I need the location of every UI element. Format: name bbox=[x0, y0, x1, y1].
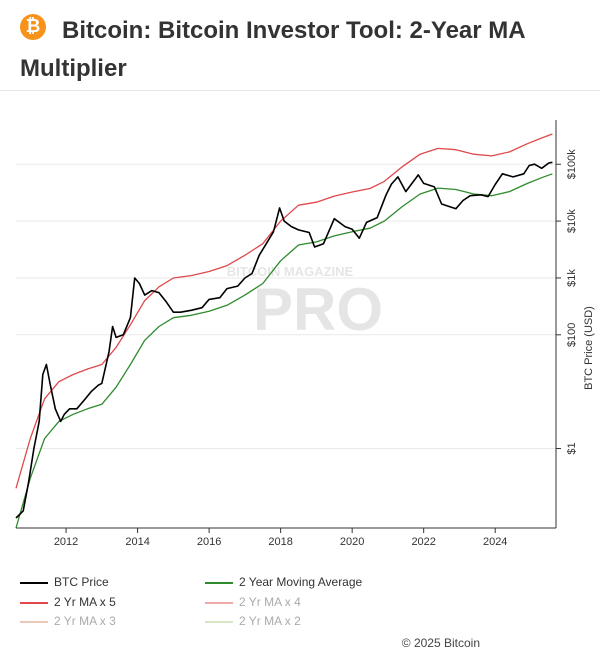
grid-lines bbox=[16, 163, 556, 450]
series-lines bbox=[15, 133, 553, 529]
x-tick-label: 2020 bbox=[340, 536, 364, 548]
legend-swatch bbox=[20, 621, 48, 623]
legend-label: BTC Price bbox=[54, 575, 109, 589]
x-tick-label: 2018 bbox=[268, 536, 292, 548]
legend-label: 2 Yr MA x 4 bbox=[239, 595, 301, 609]
legend-swatch bbox=[205, 621, 233, 623]
y-tick-label: $100 bbox=[566, 323, 578, 347]
y-tick-label: $100k bbox=[566, 149, 578, 179]
x-tick-label: 2022 bbox=[411, 536, 435, 548]
axes: $1 $100 $1k $10k $100k BTC Price (USD) 2012 201… bbox=[16, 120, 595, 548]
y-tick-label: $10k bbox=[566, 209, 578, 233]
legend-swatch bbox=[20, 582, 48, 584]
watermark-bottom: PRO bbox=[253, 276, 383, 343]
legend-label: 2 Year Moving Average bbox=[239, 575, 363, 589]
page-title: Bitcoin: Bitcoin Investor Tool: 2-Year M… bbox=[20, 17, 525, 82]
legend-swatch bbox=[205, 602, 233, 604]
header-divider bbox=[0, 90, 600, 91]
series-line-2-year-moving-average bbox=[15, 173, 553, 529]
legend-label: 2 Yr MA x 5 bbox=[54, 595, 116, 609]
x-tick-label: 2014 bbox=[125, 536, 149, 548]
watermark-top: BITCOIN MAGAZINE bbox=[227, 264, 354, 279]
legend-swatch bbox=[205, 582, 233, 584]
chart-header: ₿ Bitcoin: Bitcoin Investor Tool: 2-Year… bbox=[0, 0, 600, 90]
y-axis-title: BTC Price (USD) bbox=[583, 306, 595, 390]
y-tick-label: $1 bbox=[566, 442, 578, 454]
legend-swatch bbox=[20, 602, 48, 604]
x-tick-label: 2016 bbox=[197, 536, 221, 548]
series-line-2-yr-ma-x-5 bbox=[15, 133, 553, 489]
bitcoin-logo-icon: ₿ bbox=[20, 14, 46, 40]
y-tick-label: $1k bbox=[566, 269, 578, 287]
legend-label: 2 Yr MA x 3 bbox=[54, 614, 116, 628]
x-tick-label: 2012 bbox=[54, 536, 78, 548]
x-tick-label: 2024 bbox=[483, 536, 507, 548]
copyright-footer: © 2025 Bitcoin bbox=[401, 636, 480, 650]
series-line-btc-price bbox=[15, 161, 553, 519]
watermark: BITCOIN MAGAZINE PRO bbox=[227, 264, 383, 343]
legend-label: 2 Yr MA x 2 bbox=[239, 614, 301, 628]
